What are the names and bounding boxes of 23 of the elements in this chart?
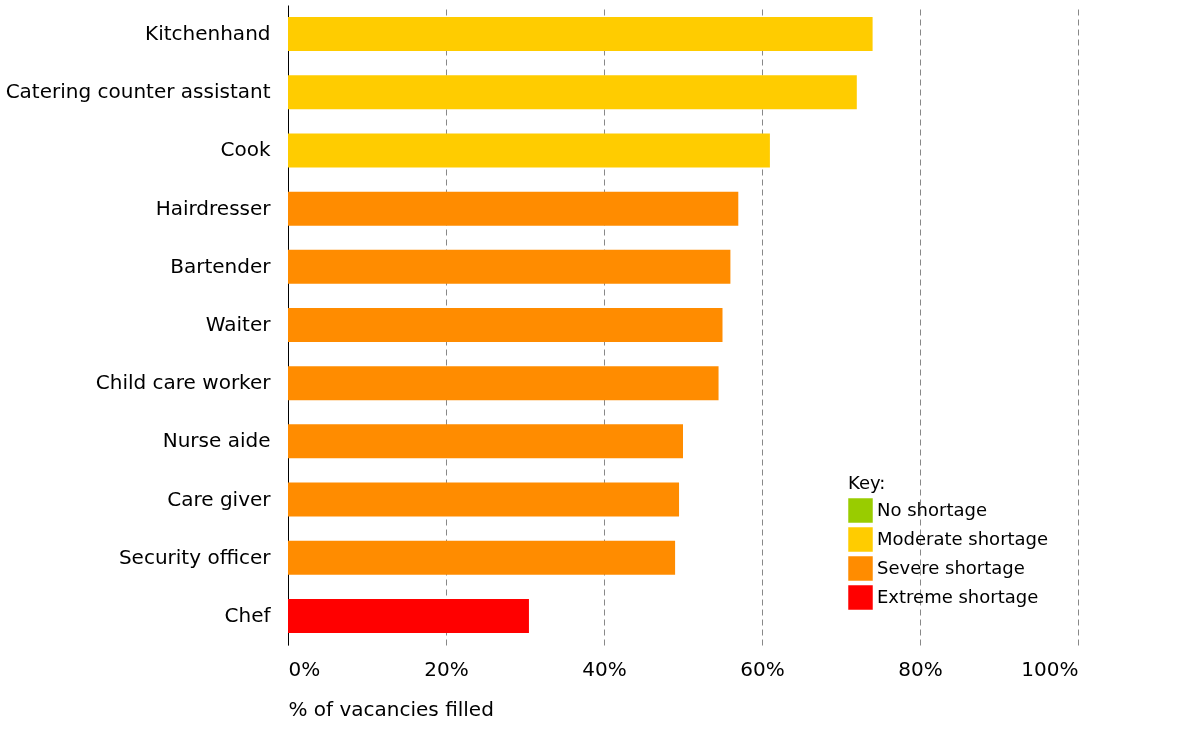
x-tick-label: 80% <box>898 656 943 681</box>
legend-label: No shortage <box>877 498 987 520</box>
y-tick-label: Security officer <box>118 544 272 569</box>
y-tick-label: Chef <box>224 602 272 627</box>
y-tick-label: Bartender <box>170 253 272 278</box>
x-tick-label: 60% <box>740 656 785 681</box>
x-tick-label: 40% <box>582 656 627 681</box>
legend-title: Key: <box>848 472 886 493</box>
y-tick-label: Catering counter assistant <box>5 79 271 104</box>
y-tick-label: Child care worker <box>95 370 272 395</box>
legend-label: Moderate shortage <box>877 527 1049 549</box>
y-tick-label: Care giver <box>167 486 272 511</box>
x-tick-label: 20% <box>424 656 469 681</box>
x-axis-title: % of vacancies filled <box>288 696 494 721</box>
y-tick-label: Cook <box>220 137 271 162</box>
legend-label: Extreme shortage <box>877 585 1039 607</box>
x-tick-label: 0% <box>288 656 321 681</box>
x-tick-label: 100% <box>1021 656 1079 681</box>
y-tick-label: Hairdresser <box>155 195 272 220</box>
legend-label: Severe shortage <box>877 556 1025 578</box>
y-tick-label: Nurse aide <box>162 428 271 453</box>
y-tick-label: Kitchenhand <box>145 21 271 46</box>
y-tick-label: Waiter <box>205 312 272 336</box>
